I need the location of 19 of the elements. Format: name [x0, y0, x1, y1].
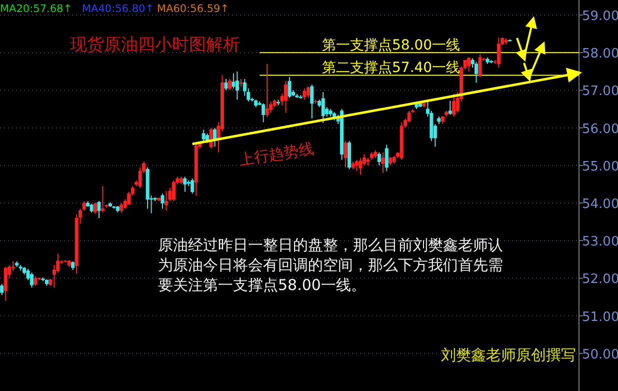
- y-tick-label: 57.00: [582, 84, 618, 100]
- y-tick-label: 54.00: [582, 197, 618, 212]
- y-tick-label: 51.00: [582, 310, 618, 325]
- annotation: 原油经过昨日一整日的盘整，那么目前刘樊鑫老师认为原油今日将会有回调的空间，那么下方我们首先需要关注第一支撑点58.00一线。: [158, 236, 503, 294]
- text: 现货原油四小时图解析: [70, 35, 240, 55]
- annotation: MA40:56.80↑: [82, 3, 154, 15]
- ref-line-label: 第一支撑点58.00一线: [322, 38, 460, 54]
- y-tick-label: 53.00: [582, 234, 618, 250]
- annotation: MA60:56.59↑: [157, 3, 229, 15]
- y-tick-label: 59.00: [582, 9, 618, 24]
- y-tick-label: 55.00: [582, 159, 618, 174]
- y-tick-label: 56.00: [582, 122, 618, 137]
- annotation: 刘樊鑫老师原创撰写: [441, 346, 576, 364]
- annotation: 上行趋势线: [238, 139, 315, 169]
- y-tick-label: 58.00: [582, 46, 618, 62]
- ref-line-label: 第二支撑点57.40一线: [322, 60, 460, 76]
- y-tick-label: 52.00: [582, 272, 618, 288]
- annotation: MA20:57.68↑: [0, 3, 72, 15]
- y-tick-label: 50.00: [582, 347, 618, 362]
